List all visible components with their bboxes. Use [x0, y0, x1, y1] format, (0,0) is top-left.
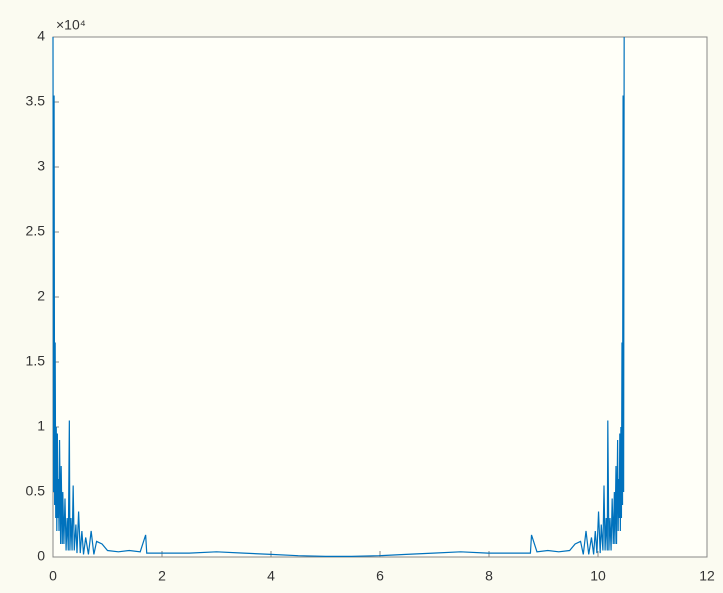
x-tick-label: 8	[485, 568, 493, 584]
data-line	[52, 36, 625, 557]
y-tick-label: 0.5	[26, 483, 46, 499]
plot-area	[52, 36, 708, 558]
y-tick-label: 2	[37, 288, 45, 304]
x-tick-label: 4	[267, 568, 275, 584]
x-tick-label: 2	[158, 568, 166, 584]
y-tick-label: 1	[37, 418, 45, 434]
y-tick-label: 2.5	[26, 223, 46, 239]
y-tick-label: 0	[37, 548, 45, 564]
x-tick-label: 10	[590, 568, 606, 584]
y-tick-label: 1.5	[26, 353, 46, 369]
y-tick-label: 3.5	[26, 93, 46, 109]
x-tick-label: 0	[49, 568, 57, 584]
axis-multiplier: ×10⁴	[56, 17, 86, 33]
y-tick-label: 3	[37, 158, 45, 174]
x-tick-label: 12	[699, 568, 715, 584]
y-tick-label: 4	[37, 28, 45, 44]
x-tick-label: 6	[376, 568, 384, 584]
